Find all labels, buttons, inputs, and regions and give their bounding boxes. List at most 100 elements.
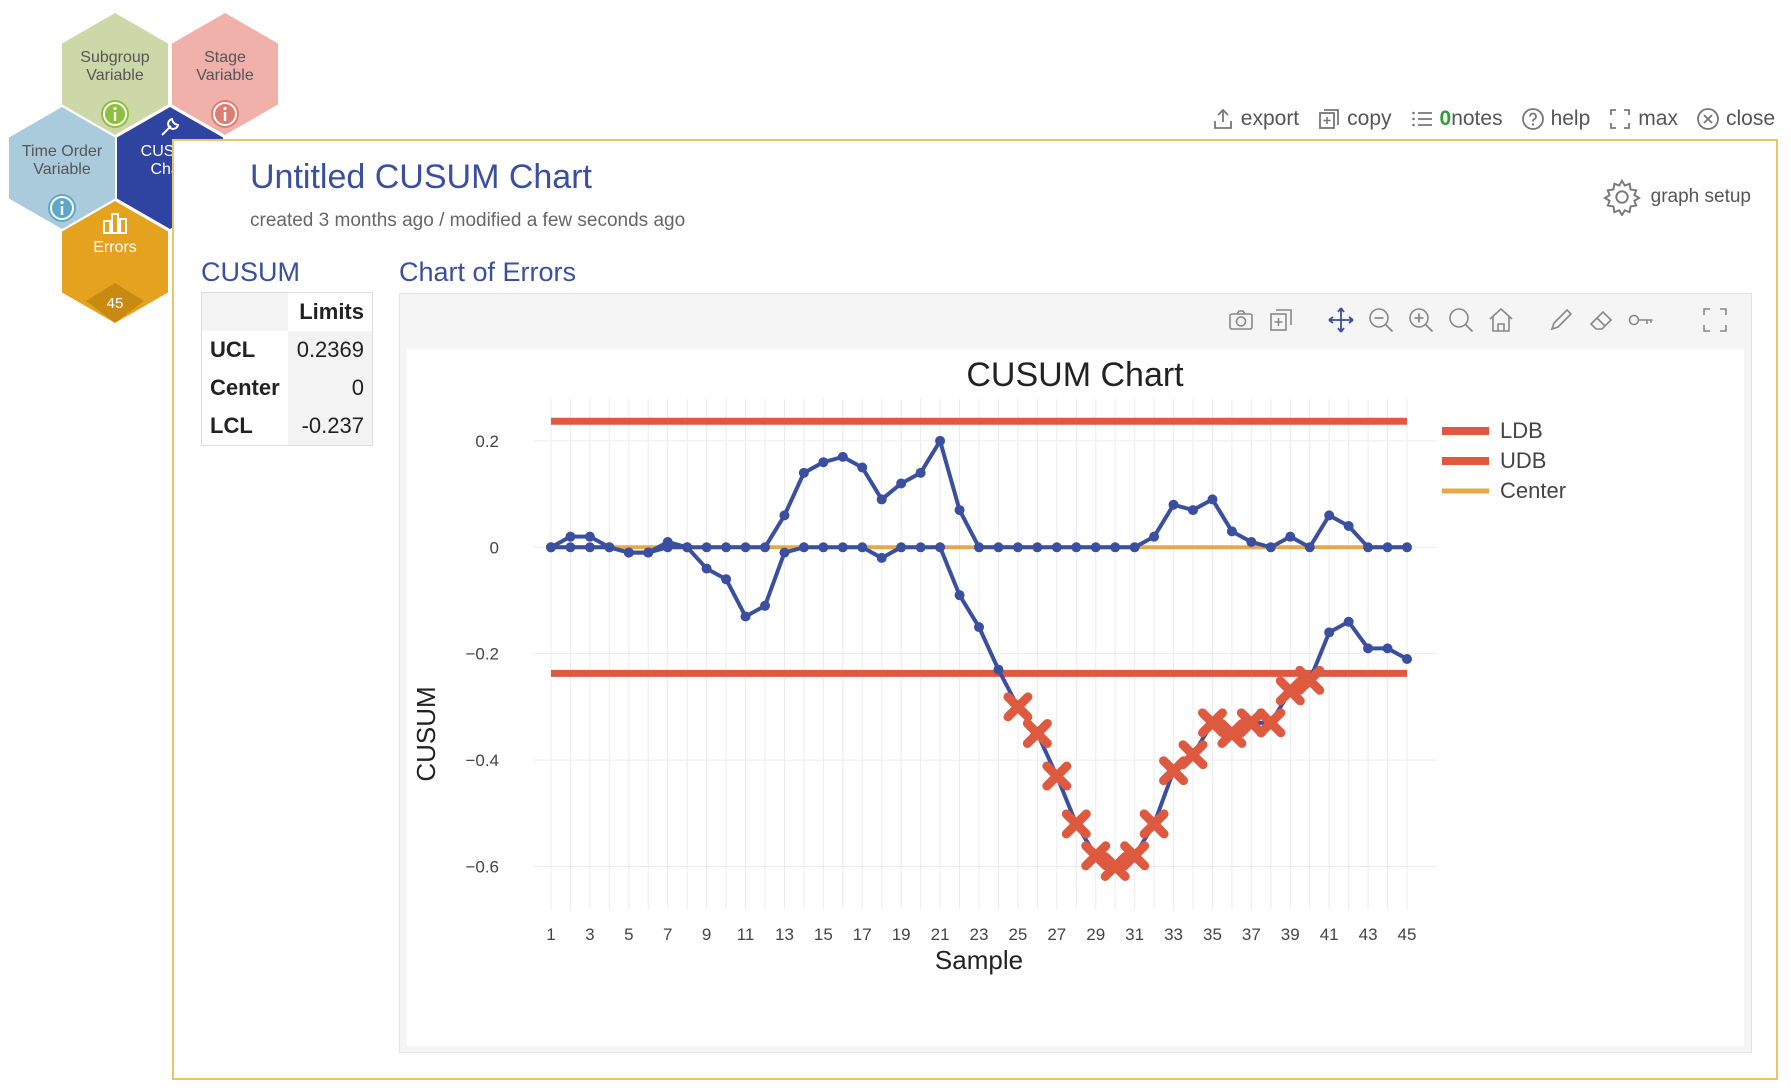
pan-icon[interactable] xyxy=(1327,306,1355,334)
data-point xyxy=(1071,542,1082,553)
data-point xyxy=(935,435,946,446)
help-button[interactable]: help xyxy=(1521,107,1590,131)
x-tick-label: 23 xyxy=(970,925,989,944)
x-tick-label: 43 xyxy=(1359,925,1378,944)
info-icon[interactable] xyxy=(47,193,77,223)
autoscale-icon[interactable] xyxy=(1447,306,1475,334)
pencil-icon[interactable] xyxy=(1547,306,1575,334)
data-point xyxy=(662,536,673,547)
limits-header-row: Limits xyxy=(201,292,373,331)
max-label: max xyxy=(1638,107,1678,130)
list-icon xyxy=(1411,111,1432,127)
time-order-variable-hex[interactable]: Time Order Variable xyxy=(9,107,115,229)
notes-button[interactable]: 0notes xyxy=(1410,107,1503,131)
data-point xyxy=(701,563,712,574)
top-toolbar: export copy 0notes help max close xyxy=(1211,104,1775,134)
y-tick-label: −0.4 xyxy=(465,751,499,770)
out-of-control-marker xyxy=(1120,841,1150,871)
limits-row: UCL 0.2369 xyxy=(201,331,373,369)
limits-row-value: 0.2369 xyxy=(288,331,373,369)
chart-panel: 0.2 0 −0.2 −0.4 −0.6 1 3 5 7 9 11 13 15 17 19 21 23 25 27 2… xyxy=(399,293,1752,1053)
x-tick-label: 37 xyxy=(1242,925,1261,944)
data-point xyxy=(837,542,848,553)
copy-icon xyxy=(1319,109,1340,129)
zoom-out-icon[interactable] xyxy=(1367,306,1395,334)
close-label: close xyxy=(1725,107,1775,130)
fullscreen-icon[interactable] xyxy=(1701,306,1729,334)
out-of-control-marker xyxy=(1139,809,1169,839)
graph-setup-button[interactable]: graph setup xyxy=(1602,178,1751,216)
data-point xyxy=(974,542,984,553)
y-tick-label: −0.2 xyxy=(465,645,499,664)
out-of-control-marker xyxy=(1022,718,1052,748)
limits-row-label: Center xyxy=(201,369,289,407)
legend-label: LDB xyxy=(1500,418,1543,443)
info-icon[interactable] xyxy=(210,99,240,129)
notes-count: 0 xyxy=(1439,107,1452,130)
graph-setup-label: graph setup xyxy=(1650,186,1751,207)
data-point xyxy=(1051,542,1062,553)
data-point xyxy=(1207,494,1218,505)
out-of-control-marker xyxy=(1003,692,1033,722)
info-icon[interactable] xyxy=(100,99,130,129)
data-point xyxy=(818,542,829,553)
x-tick-label: 27 xyxy=(1047,925,1066,944)
max-button[interactable]: max xyxy=(1608,107,1678,131)
close-icon xyxy=(1697,108,1719,130)
y-axis-label: CUSUM xyxy=(411,686,441,781)
x-tick-label: 9 xyxy=(702,925,711,944)
x-tick-label: 19 xyxy=(892,925,911,944)
data-point xyxy=(857,462,868,473)
export-label: export xyxy=(1240,107,1300,130)
limits-row: LCL -0.237 xyxy=(201,407,373,446)
out-of-control-marker xyxy=(1100,851,1130,881)
data-point xyxy=(1090,542,1101,553)
bar-chart-icon xyxy=(103,213,127,234)
data-point xyxy=(857,542,868,553)
cusum-chart[interactable]: 0.20−0.2−0.4−0.61 3 5 7 9 11 13 15 17 19 21 23 25 27 2… xyxy=(407,349,1744,1046)
x-tick-label: 17 xyxy=(853,925,872,944)
data-point xyxy=(1343,521,1354,532)
x-tick-label: 25 xyxy=(1008,925,1027,944)
x-tick-label: 29 xyxy=(1086,925,1105,944)
export-icon xyxy=(1213,108,1232,129)
data-point xyxy=(1012,542,1023,553)
data-point xyxy=(798,467,809,478)
wrench-icon xyxy=(161,117,180,136)
data-point xyxy=(1324,627,1335,638)
subgroup-variable-hex[interactable]: Subgroup Variable xyxy=(62,13,168,135)
copy-button[interactable]: copy xyxy=(1317,107,1392,131)
data-point xyxy=(915,467,926,478)
x-tick-label: 5 xyxy=(624,925,633,944)
out-of-control-marker xyxy=(1042,761,1072,791)
data-point xyxy=(896,542,907,553)
zoom-in-icon[interactable] xyxy=(1407,306,1435,334)
limits-row-value: 0 xyxy=(288,369,373,407)
out-of-control-marker xyxy=(1061,809,1091,839)
data-point xyxy=(1285,531,1296,542)
data-point xyxy=(1363,542,1374,553)
data-point xyxy=(682,542,693,553)
export-button[interactable]: export xyxy=(1211,107,1299,131)
stage-variable-label: Stage Variable xyxy=(196,49,254,84)
camera-icon[interactable] xyxy=(1227,306,1255,334)
limits-row-value: -0.237 xyxy=(288,407,373,446)
limits-row-label: LCL xyxy=(201,407,289,446)
data-point xyxy=(935,542,946,553)
data-point xyxy=(1188,505,1198,516)
eraser-icon[interactable] xyxy=(1587,306,1615,334)
errors-count: 45 xyxy=(106,295,124,312)
data-point xyxy=(876,552,887,563)
page-title[interactable]: Untitled CUSUM Chart xyxy=(250,158,592,196)
key-icon[interactable] xyxy=(1627,306,1655,334)
data-point xyxy=(954,505,965,516)
home-icon[interactable] xyxy=(1487,306,1515,334)
help-icon xyxy=(1521,108,1544,130)
copy-label: copy xyxy=(1347,107,1392,130)
data-point xyxy=(546,542,556,553)
close-button[interactable]: close xyxy=(1696,107,1775,131)
time-order-variable-label: Time Order Variable xyxy=(21,143,103,178)
stage-variable-hex[interactable]: Stage Variable xyxy=(172,13,278,135)
data-point xyxy=(1032,542,1043,553)
copy-icon[interactable] xyxy=(1267,306,1295,334)
